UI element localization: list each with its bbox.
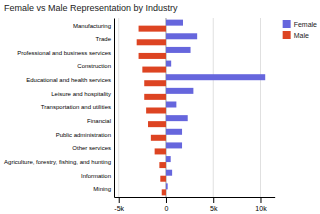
x-tick-mark	[119, 197, 120, 203]
bar	[166, 183, 168, 189]
x-tick: 0	[165, 197, 169, 212]
grid	[119, 18, 261, 197]
x-axis: -5k 0 5k 10k	[114, 197, 275, 212]
legend-label: Female	[294, 21, 317, 28]
bar	[139, 26, 166, 32]
bar	[166, 156, 171, 162]
y-tick-label: Financial	[87, 118, 111, 124]
bar	[166, 33, 197, 39]
legend: Female Male	[283, 20, 317, 39]
bar	[166, 74, 265, 80]
x-tick-label: 10k	[255, 205, 267, 212]
y-tick-label: Manufacturing	[73, 23, 111, 29]
bar	[166, 115, 188, 121]
legend-label: Male	[294, 32, 309, 39]
chart: Female vs Male Representation by Industr…	[0, 0, 320, 214]
y-tick: Construction	[77, 63, 114, 69]
grid-line	[260, 18, 261, 197]
title: Female vs Male Representation by Industr…	[4, 3, 178, 13]
y-tick: Other services	[72, 145, 114, 151]
y-tick: Leisure and hospitality	[51, 91, 114, 97]
grid-line	[213, 18, 214, 197]
bar	[142, 67, 166, 73]
x-tick-label: 0	[165, 205, 169, 212]
x-tick: 10k	[255, 197, 267, 212]
y-tick-label: Public administration	[56, 132, 111, 138]
bar	[146, 108, 166, 114]
y-tick: Professional and business services	[17, 50, 114, 56]
x-tick-label: 5k	[210, 205, 218, 212]
bar	[139, 53, 166, 59]
plot: -5k 0 5k 10k Manufacturing Trade Professional …	[4, 18, 275, 212]
y-tick-label: Other services	[72, 145, 111, 151]
y-tick-label: Information	[81, 173, 111, 179]
y-axis: Manufacturing Trade Professional and busin…	[4, 19, 114, 198]
bar	[137, 39, 166, 45]
x-tick-mark	[260, 197, 261, 203]
bar	[166, 47, 191, 53]
bar	[166, 142, 182, 148]
series	[166, 20, 265, 190]
x-tick-label: -5k	[114, 205, 124, 212]
bar	[160, 176, 166, 182]
bar	[166, 170, 172, 176]
y-tick: Information	[81, 173, 114, 179]
bar	[144, 80, 166, 86]
y-tick-label: Construction	[77, 63, 111, 69]
grid-line	[118, 18, 119, 197]
bar	[166, 88, 193, 94]
legend-swatch	[283, 31, 291, 39]
y-tick-label: Professional and business services	[17, 50, 111, 56]
y-tick: Mining	[93, 186, 114, 192]
y-axis-line	[114, 19, 115, 198]
x-tick: -5k	[114, 197, 124, 212]
bar	[159, 162, 166, 168]
bar	[144, 94, 166, 100]
y-tick: Public administration	[56, 132, 114, 138]
y-tick-label: Trade	[96, 36, 112, 42]
y-tick: Educational and health services	[26, 77, 114, 83]
y-tick-label: Leisure and hospitality	[51, 91, 111, 97]
y-tick-label: Mining	[93, 186, 111, 192]
series	[137, 26, 166, 196]
bar	[166, 101, 176, 107]
x-axis-line	[115, 197, 276, 198]
y-tick: Agriculture, forestry, fishing, and hunt…	[4, 159, 114, 165]
legend-item: Male	[283, 31, 309, 39]
x-tick-mark	[166, 197, 167, 203]
y-tick: Trade	[96, 36, 114, 42]
bar	[151, 135, 166, 141]
bars	[137, 20, 266, 196]
x-tick-mark	[213, 197, 214, 203]
bar	[155, 148, 166, 154]
y-tick: Manufacturing	[73, 23, 114, 29]
legend-item: Female	[283, 20, 317, 28]
legend-swatch	[283, 20, 291, 28]
y-tick: Financial	[87, 118, 114, 124]
y-tick-label: Transportation and utilities	[41, 104, 111, 110]
x-tick: 5k	[210, 197, 218, 212]
y-tick: Transportation and utilities	[41, 104, 114, 110]
y-tick-label: Educational and health services	[26, 77, 111, 83]
bar	[162, 189, 166, 195]
bar	[148, 121, 166, 127]
bar	[166, 129, 182, 135]
bar	[166, 61, 171, 67]
y-tick-label: Agriculture, forestry, fishing, and hunt…	[4, 159, 111, 165]
bar	[166, 20, 183, 26]
